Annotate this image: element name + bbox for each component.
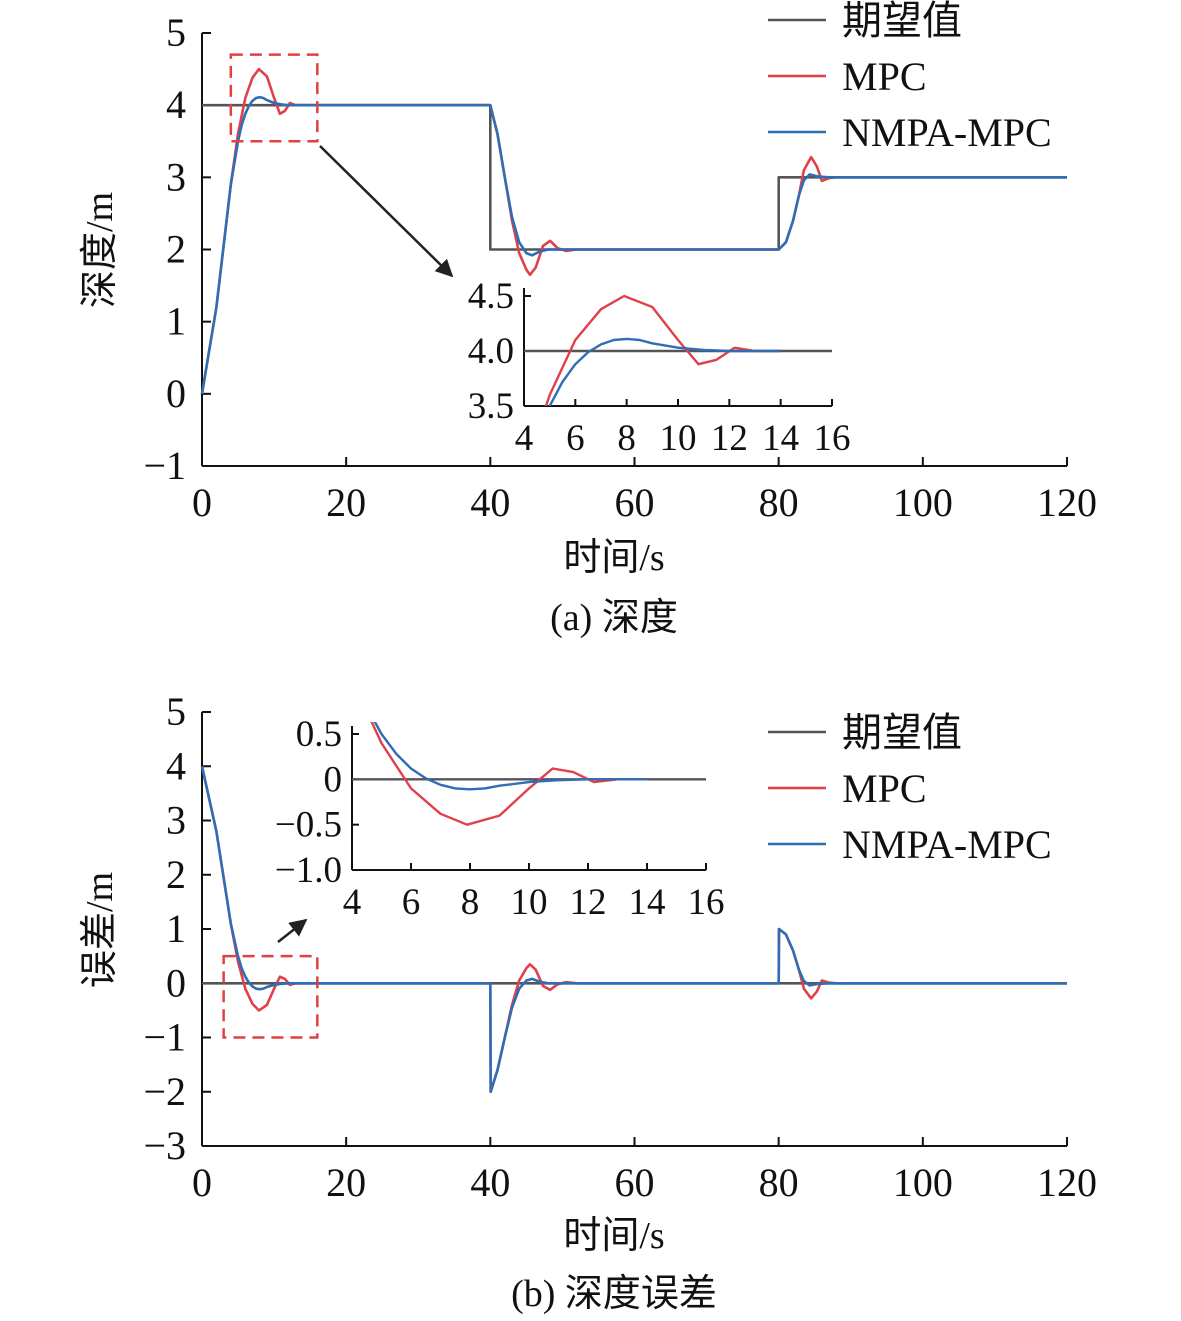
series-line-nmpa-mpc bbox=[200, 95, 1067, 395]
inset-lines bbox=[524, 294, 832, 406]
x-tick-label: 80 bbox=[759, 480, 799, 525]
inset-x-tick-label: 4 bbox=[343, 882, 362, 923]
y-tick-label: 2 bbox=[166, 852, 186, 897]
inset-x-tick-label: 10 bbox=[660, 418, 697, 459]
inset-x-tick-label: 4 bbox=[515, 418, 534, 459]
y-tick-label: 1 bbox=[166, 906, 186, 951]
y-tick-label: 1 bbox=[166, 299, 186, 344]
y-tick-label: 0 bbox=[166, 371, 186, 416]
inset-y-tick-label: 0.5 bbox=[296, 714, 342, 755]
x-tick-label: 100 bbox=[893, 480, 953, 525]
x-tick-label: 40 bbox=[470, 1160, 510, 1205]
series-line-mpc bbox=[200, 67, 1067, 395]
x-tick-label: 40 bbox=[470, 480, 510, 525]
inset-series-line-mpc bbox=[370, 722, 647, 826]
y-tick-label: −1 bbox=[143, 1015, 186, 1060]
inset-y-tick-label: 3.5 bbox=[468, 386, 514, 427]
y-tick-label: 4 bbox=[166, 82, 186, 127]
panel-a-xlabel: 时间/s bbox=[563, 537, 664, 579]
legend-desired-label: 期望值 bbox=[842, 710, 962, 755]
legend-mpc-label: MPC bbox=[842, 766, 927, 811]
legend-desired-label: 期望值 bbox=[842, 0, 962, 43]
inset-y-tick-label: 0 bbox=[324, 759, 343, 800]
panel-b-ylabel: 误差/m bbox=[79, 872, 121, 988]
panel-a-zoom bbox=[229, 53, 454, 278]
inset-y-tick-label: 4.0 bbox=[468, 331, 514, 372]
y-tick-label: 0 bbox=[166, 960, 186, 1005]
x-tick-label: 60 bbox=[615, 480, 655, 525]
y-tick-label: 2 bbox=[166, 227, 186, 272]
inset-y-tick-label: −1.0 bbox=[275, 850, 342, 891]
x-tick-label: 100 bbox=[893, 1160, 953, 1205]
inset-x-tick-label: 14 bbox=[762, 418, 799, 459]
panel-b-lines bbox=[200, 766, 1067, 1094]
inset-y-tick-label: −0.5 bbox=[275, 805, 342, 846]
inset-series-line-nmpa-mpc bbox=[373, 722, 647, 791]
y-tick-label: 3 bbox=[166, 798, 186, 843]
inset-x-tick-label: 8 bbox=[461, 882, 480, 923]
panel-a-inset: 4 6 8 10 12 14 16 3.5 4.0 4.5 bbox=[468, 276, 851, 459]
legend-nmpa-label: NMPA-MPC bbox=[842, 822, 1052, 867]
x-tick-label: 20 bbox=[326, 480, 366, 525]
panel-a-caption: (a) 深度 bbox=[550, 597, 678, 639]
x-tick-label: 120 bbox=[1037, 1160, 1097, 1205]
legend-mpc-label: MPC bbox=[842, 54, 927, 99]
x-tick-label: 60 bbox=[615, 1160, 655, 1205]
panel-b-legend: 期望值 MPC NMPA-MPC bbox=[768, 710, 1052, 867]
inset-series-line-nmpa-mpc bbox=[548, 337, 781, 406]
inset-x-tick-label: 14 bbox=[629, 882, 666, 923]
panel-b-inset: 4 6 8 10 12 14 16 −1.0−0.5 00.5 bbox=[275, 714, 725, 923]
inset-y-tick-label: 4.5 bbox=[468, 276, 514, 317]
y-tick-label: −2 bbox=[143, 1069, 186, 1114]
y-tick-label: −1 bbox=[143, 443, 186, 488]
panel-b-zoom bbox=[222, 918, 319, 1039]
series-line-mpc bbox=[200, 766, 1067, 1094]
panel-a-legend: 期望值 MPC NMPA-MPC bbox=[768, 0, 1052, 155]
panel-b-caption: (b) 深度误差 bbox=[511, 1273, 717, 1315]
legend-nmpa-label: NMPA-MPC bbox=[842, 110, 1052, 155]
inset-x-tick-label: 16 bbox=[814, 418, 851, 459]
x-tick-label: 120 bbox=[1037, 480, 1097, 525]
panel-a-lines bbox=[200, 67, 1067, 395]
x-tick-label: 0 bbox=[192, 1160, 212, 1205]
inset-x-tick-label: 6 bbox=[566, 418, 585, 459]
panel-b-xlabel: 时间/s bbox=[563, 1215, 664, 1257]
y-tick-label: −3 bbox=[143, 1123, 186, 1168]
inset-x-tick-label: 8 bbox=[617, 418, 636, 459]
y-tick-label: 5 bbox=[166, 689, 186, 734]
inset-series-line-mpc bbox=[544, 294, 781, 406]
zoom-arrow bbox=[319, 145, 454, 278]
y-tick-label: 5 bbox=[166, 10, 186, 55]
panel-a-ylabel: 深度/m bbox=[79, 192, 121, 308]
zoom-box bbox=[229, 53, 319, 143]
y-tick-label: 4 bbox=[166, 743, 186, 788]
zoom-box bbox=[222, 954, 319, 1039]
x-tick-label: 0 bbox=[192, 480, 212, 525]
inset-x-tick-label: 12 bbox=[711, 418, 748, 459]
x-tick-label: 20 bbox=[326, 1160, 366, 1205]
series-line-nmpa-mpc bbox=[200, 766, 1067, 1094]
inset-x-tick-label: 10 bbox=[511, 882, 548, 923]
x-tick-label: 80 bbox=[759, 1160, 799, 1205]
inset-lines bbox=[352, 722, 706, 826]
inset-x-tick-label: 16 bbox=[688, 882, 725, 923]
inset-x-tick-label: 6 bbox=[402, 882, 421, 923]
y-tick-label: 3 bbox=[166, 154, 186, 199]
inset-x-tick-label: 12 bbox=[570, 882, 607, 923]
zoom-arrow bbox=[277, 918, 308, 943]
